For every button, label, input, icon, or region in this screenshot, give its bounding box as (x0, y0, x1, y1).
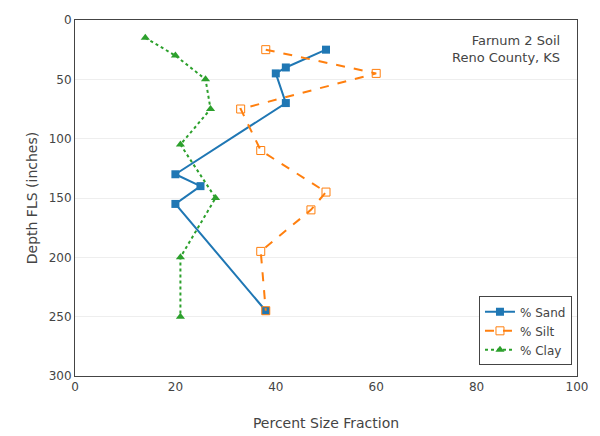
svg-text:100: 100 (49, 132, 72, 146)
svg-text:Farnum 2 SoilReno County, KS: Farnum 2 SoilReno County, KS (452, 33, 560, 65)
svg-text:20: 20 (168, 380, 183, 394)
svg-text:200: 200 (49, 251, 72, 265)
svg-text:100: 100 (566, 380, 589, 394)
svg-text:80: 80 (469, 380, 484, 394)
svg-text:50: 50 (56, 73, 71, 87)
svg-text:Percent Size Fraction: Percent Size Fraction (253, 415, 399, 431)
svg-text:250: 250 (49, 310, 72, 324)
svg-text:60: 60 (369, 380, 384, 394)
svg-text:0: 0 (64, 13, 72, 27)
svg-text:0: 0 (71, 380, 79, 394)
svg-text:300: 300 (49, 369, 72, 383)
svg-text:% Silt: % Silt (520, 325, 555, 339)
svg-text:150: 150 (49, 191, 72, 205)
svg-text:% Sand: % Sand (520, 306, 565, 320)
svg-text:% Clay: % Clay (520, 344, 561, 358)
svg-text:Depth FLS (inches): Depth FLS (inches) (24, 132, 40, 264)
svg-text:40: 40 (268, 380, 283, 394)
